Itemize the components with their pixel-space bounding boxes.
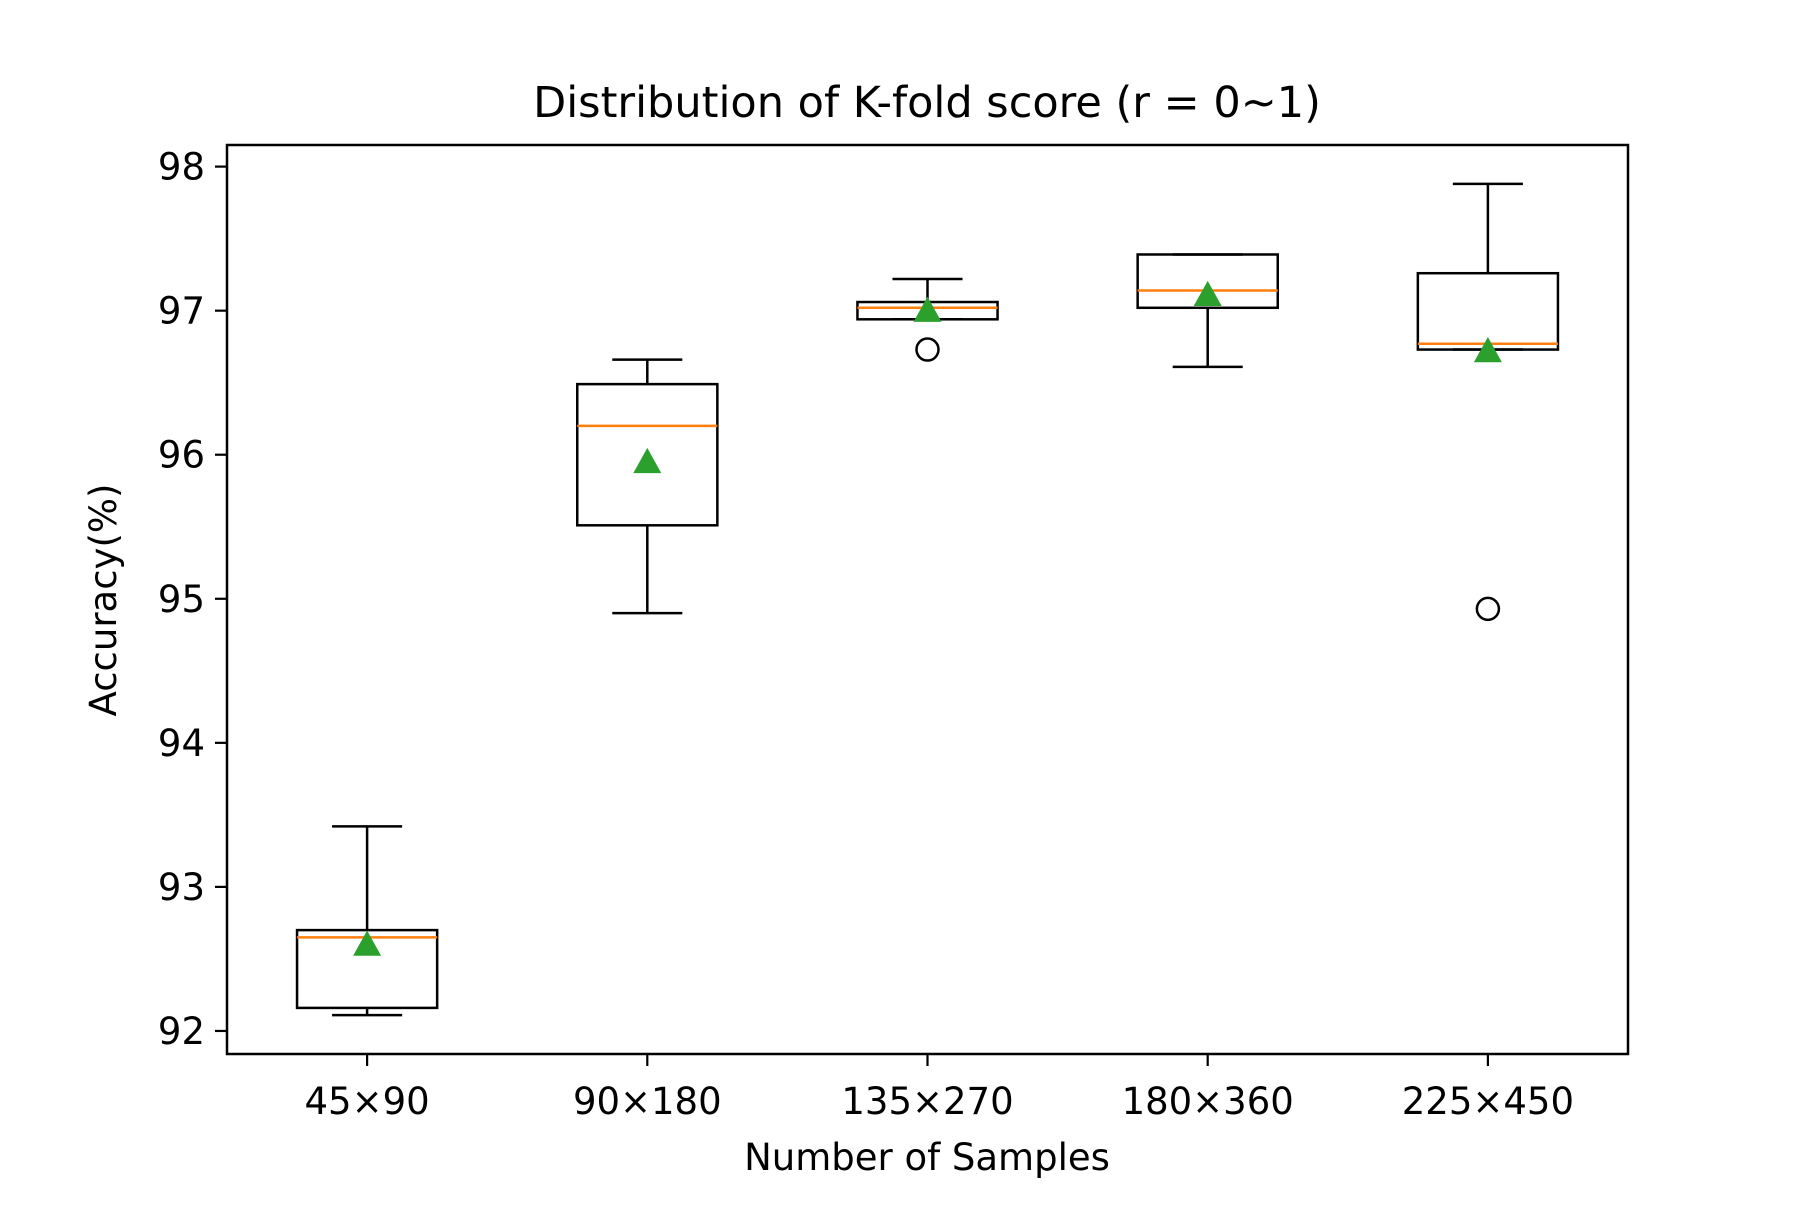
- x-axis: 45×90 90×180 135×270 180×360 225×450: [305, 1054, 1574, 1123]
- box-group: [295, 825, 439, 1017]
- mean-marker: [1473, 337, 1502, 363]
- x-tick-label: 225×450: [1402, 1080, 1574, 1123]
- mean-marker: [913, 296, 942, 322]
- y-tick-label: 92: [158, 1010, 205, 1053]
- y-tick-label: 98: [158, 146, 205, 189]
- y-tick-label: 94: [158, 722, 205, 765]
- x-tick-label: 90×180: [573, 1080, 722, 1123]
- mean-marker: [633, 447, 662, 474]
- box-iqr: [1136, 253, 1280, 310]
- y-axis: 92 93 94 95 96 97 98: [158, 146, 227, 1053]
- y-axis-label: Accuracy(%): [82, 484, 125, 717]
- y-tick-label: 97: [158, 290, 205, 333]
- box-iqr: [295, 928, 439, 1010]
- outlier-point: [915, 337, 940, 362]
- box-iqr: [576, 382, 719, 527]
- chart-title: Distribution of K-fold score (r = 0~1): [533, 78, 1321, 128]
- box-group: [576, 358, 719, 615]
- y-tick-label: 95: [158, 578, 205, 621]
- x-tick-label: 180×360: [1122, 1080, 1294, 1123]
- plot-area: [295, 182, 1560, 1017]
- outlier-point: [1475, 596, 1501, 622]
- y-tick-label: 96: [158, 434, 205, 477]
- mean-marker: [1193, 280, 1222, 307]
- box-group: [1416, 182, 1560, 622]
- x-axis-label: Number of Samples: [744, 1136, 1110, 1179]
- box-group: [856, 277, 999, 362]
- x-tick-label: 135×270: [841, 1080, 1013, 1123]
- box-group: [1136, 253, 1280, 369]
- y-tick-label: 93: [158, 866, 205, 909]
- x-tick-label: 45×90: [305, 1080, 430, 1123]
- mean-marker: [353, 930, 382, 956]
